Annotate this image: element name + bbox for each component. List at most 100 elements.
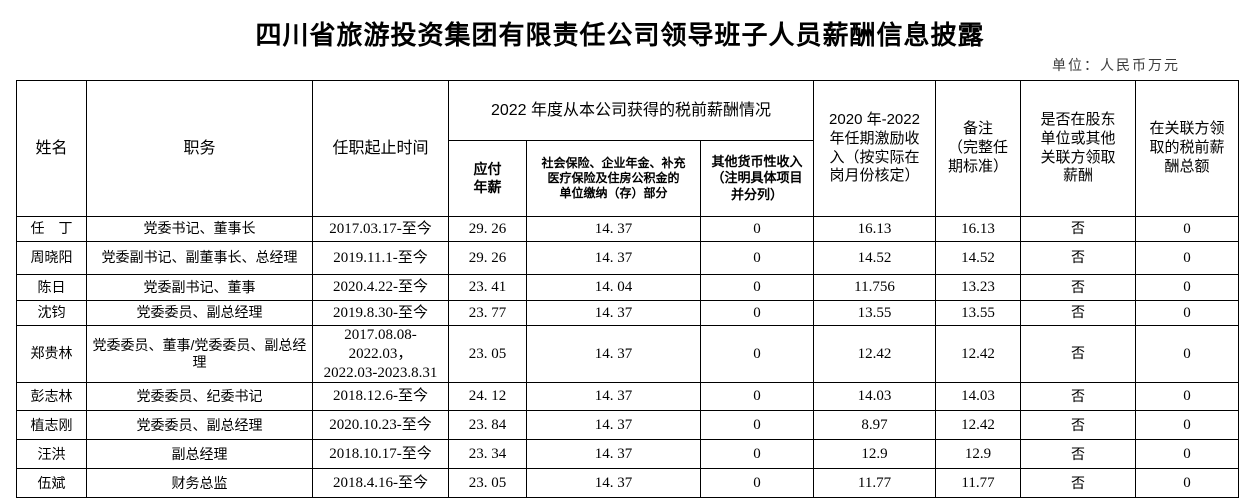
header-2022-salary-group: 2022 年度从本公司获得的税前薪酬情况 xyxy=(448,80,814,141)
cell-position: 党委委员、纪委书记 xyxy=(86,382,313,412)
cell-payable: 29. 26 xyxy=(448,216,527,242)
cell-related-total: 0 xyxy=(1135,382,1239,412)
cell-remark: 13.55 xyxy=(935,300,1021,326)
cell-payable: 23. 05 xyxy=(448,468,527,498)
cell-payable: 23. 41 xyxy=(448,274,527,301)
cell-social: 14. 37 xyxy=(526,300,701,326)
cell-remark: 16.13 xyxy=(935,216,1021,242)
table-row: 沈钧 党委委员、副总经理 2019.8.30-至今 23. 77 14. 37 … xyxy=(16,300,1239,326)
cell-related-total: 0 xyxy=(1135,468,1239,498)
cell-other: 0 xyxy=(700,382,814,412)
cell-social: 14. 37 xyxy=(526,382,701,412)
cell-name: 郑贵林 xyxy=(16,324,87,384)
cell-term: 2020.10.23-至今 xyxy=(312,410,449,441)
header-remark: 备注 （完整任 期标准） xyxy=(935,80,1021,217)
cell-other: 0 xyxy=(700,410,814,441)
cell-related: 否 xyxy=(1020,468,1136,498)
cell-position: 党委副书记、董事 xyxy=(86,274,313,301)
table-row: 陈日 党委副书记、董事 2020.4.22-至今 23. 41 14. 04 0… xyxy=(16,274,1239,301)
cell-term: 2017.03.17-至今 xyxy=(312,216,449,242)
header-other-income: 其他货币性收入 （注明具体项目 并分列） xyxy=(700,140,814,217)
cell-remark: 13.23 xyxy=(935,274,1021,301)
cell-other: 0 xyxy=(700,468,814,498)
cell-remark: 12.9 xyxy=(935,439,1021,470)
cell-related: 否 xyxy=(1020,216,1136,242)
cell-related: 否 xyxy=(1020,300,1136,326)
cell-term: 2018.4.16-至今 xyxy=(312,468,449,498)
table-body: 任 丁 党委书记、董事长 2017.03.17-至今 29. 26 14. 37… xyxy=(16,216,1239,498)
cell-name: 周晓阳 xyxy=(16,241,87,275)
cell-position: 副总经理 xyxy=(86,439,313,470)
cell-remark: 12.42 xyxy=(935,324,1021,384)
cell-position: 党委委员、副总经理 xyxy=(86,300,313,326)
cell-related-total: 0 xyxy=(1135,410,1239,441)
cell-incentive: 16.13 xyxy=(813,216,936,242)
cell-social: 14. 37 xyxy=(526,241,701,275)
cell-remark: 14.52 xyxy=(935,241,1021,275)
cell-incentive: 8.97 xyxy=(813,410,936,441)
cell-other: 0 xyxy=(700,274,814,301)
cell-name: 汪洪 xyxy=(16,439,87,470)
cell-related: 否 xyxy=(1020,410,1136,441)
cell-name: 伍斌 xyxy=(16,468,87,498)
table-row: 汪洪 副总经理 2018.10.17-至今 23. 34 14. 37 0 12… xyxy=(16,439,1239,470)
cell-related: 否 xyxy=(1020,382,1136,412)
cell-term: 2019.11.1-至今 xyxy=(312,241,449,275)
cell-name: 植志刚 xyxy=(16,410,87,441)
cell-term: 2019.8.30-至今 xyxy=(312,300,449,326)
cell-remark: 14.03 xyxy=(935,382,1021,412)
cell-related: 否 xyxy=(1020,274,1136,301)
cell-related-total: 0 xyxy=(1135,439,1239,470)
salary-table: 姓名 职务 任职起止时间 2022 年度从本公司获得的税前薪酬情况 2020 年… xyxy=(16,80,1239,498)
table-row: 周晓阳 党委副书记、副董事长、总经理 2019.11.1-至今 29. 26 1… xyxy=(16,241,1239,275)
table-row: 任 丁 党委书记、董事长 2017.03.17-至今 29. 26 14. 37… xyxy=(16,216,1239,242)
cell-payable: 23. 77 xyxy=(448,300,527,326)
cell-payable: 29. 26 xyxy=(448,241,527,275)
cell-related-total: 0 xyxy=(1135,300,1239,326)
cell-position: 党委委员、董事/党委委员、副总经理 xyxy=(86,324,313,384)
table-row: 植志刚 党委委员、副总经理 2020.10.23-至今 23. 84 14. 3… xyxy=(16,410,1239,441)
header-related-party-paid: 是否在股东 单位或其他 关联方领取 薪酬 xyxy=(1020,80,1136,217)
cell-social: 14. 37 xyxy=(526,324,701,384)
header-name: 姓名 xyxy=(16,80,87,217)
cell-term: 2020.4.22-至今 xyxy=(312,274,449,301)
cell-position: 党委副书记、副董事长、总经理 xyxy=(86,241,313,275)
cell-remark: 12.42 xyxy=(935,410,1021,441)
header-term: 任职起止时间 xyxy=(312,80,449,217)
cell-social: 14. 37 xyxy=(526,410,701,441)
cell-name: 任 丁 xyxy=(16,216,87,242)
cell-related-total: 0 xyxy=(1135,216,1239,242)
cell-related-total: 0 xyxy=(1135,324,1239,384)
cell-social: 14. 04 xyxy=(526,274,701,301)
table-row: 伍斌 财务总监 2018.4.16-至今 23. 05 14. 37 0 11.… xyxy=(16,468,1239,498)
cell-related-total: 0 xyxy=(1135,274,1239,301)
cell-incentive: 13.55 xyxy=(813,300,936,326)
cell-payable: 23. 84 xyxy=(448,410,527,441)
cell-related: 否 xyxy=(1020,241,1136,275)
cell-payable: 23. 05 xyxy=(448,324,527,384)
cell-social: 14. 37 xyxy=(526,468,701,498)
cell-incentive: 12.42 xyxy=(813,324,936,384)
cell-incentive: 14.52 xyxy=(813,241,936,275)
cell-social: 14. 37 xyxy=(526,439,701,470)
header-position: 职务 xyxy=(86,80,313,217)
cell-other: 0 xyxy=(700,216,814,242)
cell-related-total: 0 xyxy=(1135,241,1239,275)
header-related-party-total: 在关联方领 取的税前薪 酬总额 xyxy=(1135,80,1239,217)
cell-term: 2017.08.08-2022.03， 2022.03-2023.8.31 xyxy=(312,324,449,384)
cell-other: 0 xyxy=(700,300,814,326)
header-incentive-income: 2020 年-2022 年任期激励收 入（按实际在 岗月份核定） xyxy=(813,80,936,217)
cell-term: 2018.10.17-至今 xyxy=(312,439,449,470)
header-social-insurance: 社会保险、企业年金、补充 医疗保险及住房公积金的 单位缴纳（存）部分 xyxy=(526,140,701,217)
cell-social: 14. 37 xyxy=(526,216,701,242)
cell-related: 否 xyxy=(1020,324,1136,384)
cell-position: 党委书记、董事长 xyxy=(86,216,313,242)
table-row: 郑贵林 党委委员、董事/党委委员、副总经理 2017.08.08-2022.03… xyxy=(16,324,1239,384)
cell-position: 党委委员、副总经理 xyxy=(86,410,313,441)
cell-position: 财务总监 xyxy=(86,468,313,498)
table-row: 彭志林 党委委员、纪委书记 2018.12.6-至今 24. 12 14. 37… xyxy=(16,382,1239,412)
cell-term: 2018.12.6-至今 xyxy=(312,382,449,412)
page-title: 四川省旅游投资集团有限责任公司领导班子人员薪酬信息披露 xyxy=(255,20,985,50)
cell-other: 0 xyxy=(700,324,814,384)
